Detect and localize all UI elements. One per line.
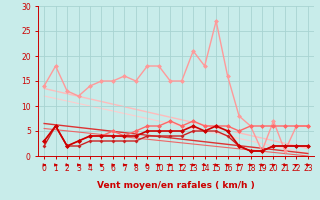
X-axis label: Vent moyen/en rafales ( km/h ): Vent moyen/en rafales ( km/h ) <box>97 181 255 190</box>
